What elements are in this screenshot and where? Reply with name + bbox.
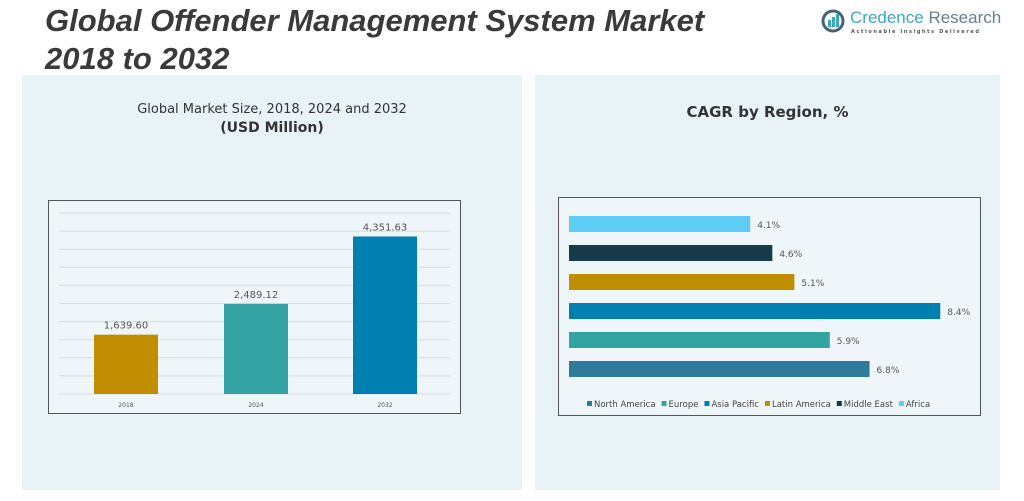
data-label: 6.8% [877, 366, 900, 376]
legend-swatch [661, 401, 667, 406]
bar-2024 [224, 303, 288, 394]
page-title: Global Offender Management System Market… [45, 2, 704, 78]
data-label: 5.1% [801, 279, 824, 289]
bar-europe [569, 332, 830, 348]
title-line-2: 2018 to 2032 [45, 41, 230, 76]
data-label: 4.6% [779, 250, 802, 260]
logo-name-b: Research [923, 8, 1002, 27]
data-label: 1,639.60 [104, 321, 149, 332]
bar-north-america [569, 361, 870, 377]
legend-swatch [587, 401, 592, 406]
bar-chart-box: 1,639.60 2018 2,489.12 2024 4,351.63 2032 [48, 200, 461, 414]
bar-2018 [94, 334, 158, 394]
x-tick-label: 2018 [118, 402, 133, 409]
bar-chart-title: Global Market Size, 2018, 2024 and 2032 [137, 102, 407, 117]
legend-swatch [764, 401, 770, 406]
bar-middle-east [569, 245, 773, 261]
x-tick-label: 2024 [248, 402, 263, 409]
legend-item: Africa [906, 400, 930, 410]
cagr-chart-title: CAGR by Region, % [686, 103, 849, 121]
cagr-chart: 6.8% 5.9% 8.4% 5.1% 4.6% 4.1% North America Eur… [569, 216, 971, 410]
logo-name-a: Credence [850, 8, 924, 27]
legend-swatch [704, 401, 710, 406]
bar-africa [569, 216, 751, 232]
legend-swatch [898, 401, 904, 406]
x-tick-label: 2032 [377, 402, 392, 409]
legend-item: Middle East [844, 400, 894, 410]
logo-tagline: Actionable Insights Delivered [851, 29, 981, 35]
bar-asia-pacific [569, 303, 941, 319]
legend-item: Latin America [772, 400, 831, 410]
legend-item: Asia Pacific [711, 400, 759, 410]
title-line-1: Global Offender Management System Market [45, 3, 705, 38]
data-label: 4.1% [757, 221, 780, 231]
cagr-chart-box: 6.8% 5.9% 8.4% 5.1% 4.6% 4.1% North America Eur… [558, 197, 981, 416]
legend-swatch [836, 401, 842, 406]
legend-item: North America [594, 400, 656, 410]
bar-chart-subtitle: (USD Million) [220, 120, 324, 136]
data-label: 8.4% [947, 308, 970, 318]
market-size-chart: 1,639.60 2018 2,489.12 2024 4,351.63 2032 [59, 212, 450, 409]
data-label: 5.9% [837, 337, 860, 347]
bar-latin-america [569, 274, 795, 290]
legend-item: Europe [669, 400, 699, 410]
data-label: 2,489.12 [234, 290, 279, 301]
logo-icon [821, 9, 845, 33]
data-label: 4,351.63 [363, 222, 408, 233]
bar-2032 [353, 236, 417, 394]
